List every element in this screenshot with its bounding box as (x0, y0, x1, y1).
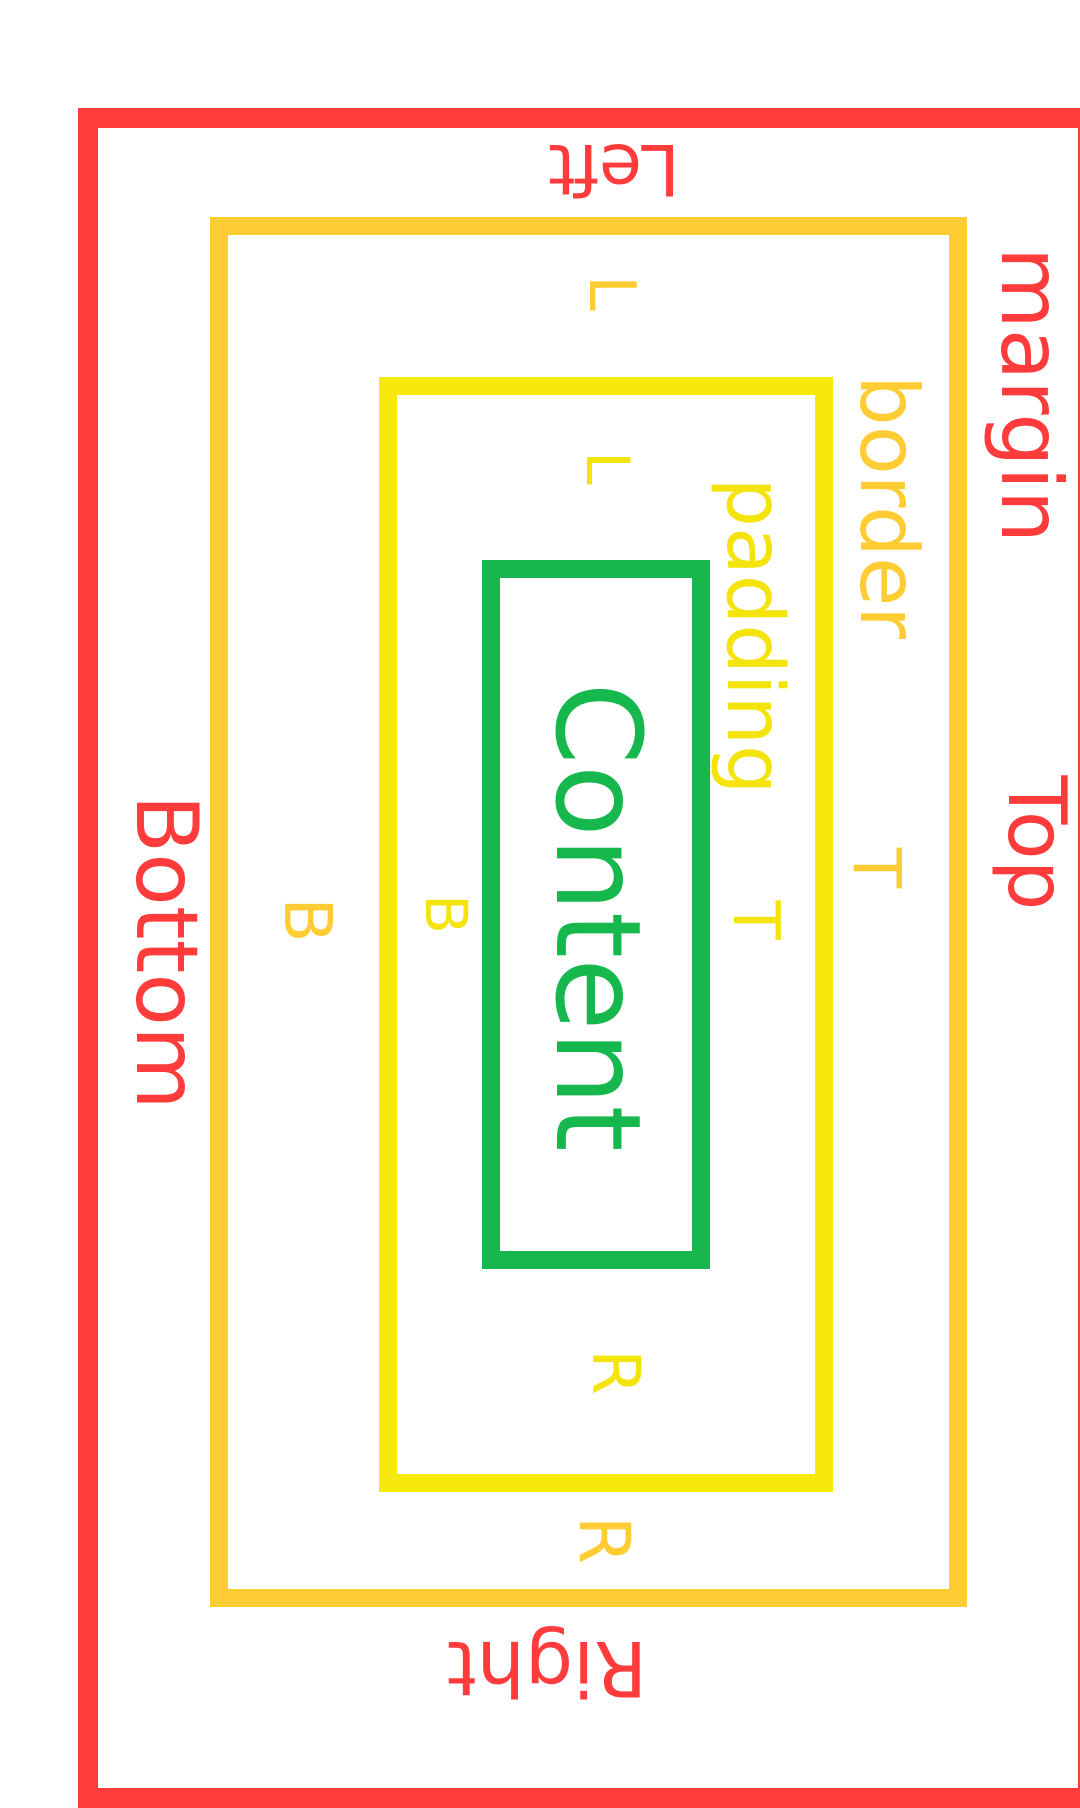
content-label: Content (529, 682, 667, 1152)
margin-right-label: Right (446, 1624, 648, 1713)
padding-label: padding (709, 477, 799, 795)
padding-box (379, 377, 833, 1492)
content-box (482, 560, 710, 1269)
margin-top-label: Top (990, 775, 1080, 911)
padding-top-label: T (718, 900, 792, 940)
border-right-label: R (563, 1515, 645, 1565)
padding-right-label: R (577, 1349, 654, 1395)
margin-left-label: Left (548, 128, 680, 210)
margin-label: margin (982, 246, 1080, 544)
padding-bottom-label: B (412, 894, 480, 934)
border-top-label: T (838, 847, 915, 889)
margin-bottom-label: Bottom (116, 794, 216, 1110)
border-bottom-label: B (269, 897, 346, 943)
padding-left-label: L (572, 451, 642, 485)
border-left-label: L (574, 275, 648, 311)
border-box (210, 217, 967, 1607)
border-label: border (842, 374, 935, 640)
